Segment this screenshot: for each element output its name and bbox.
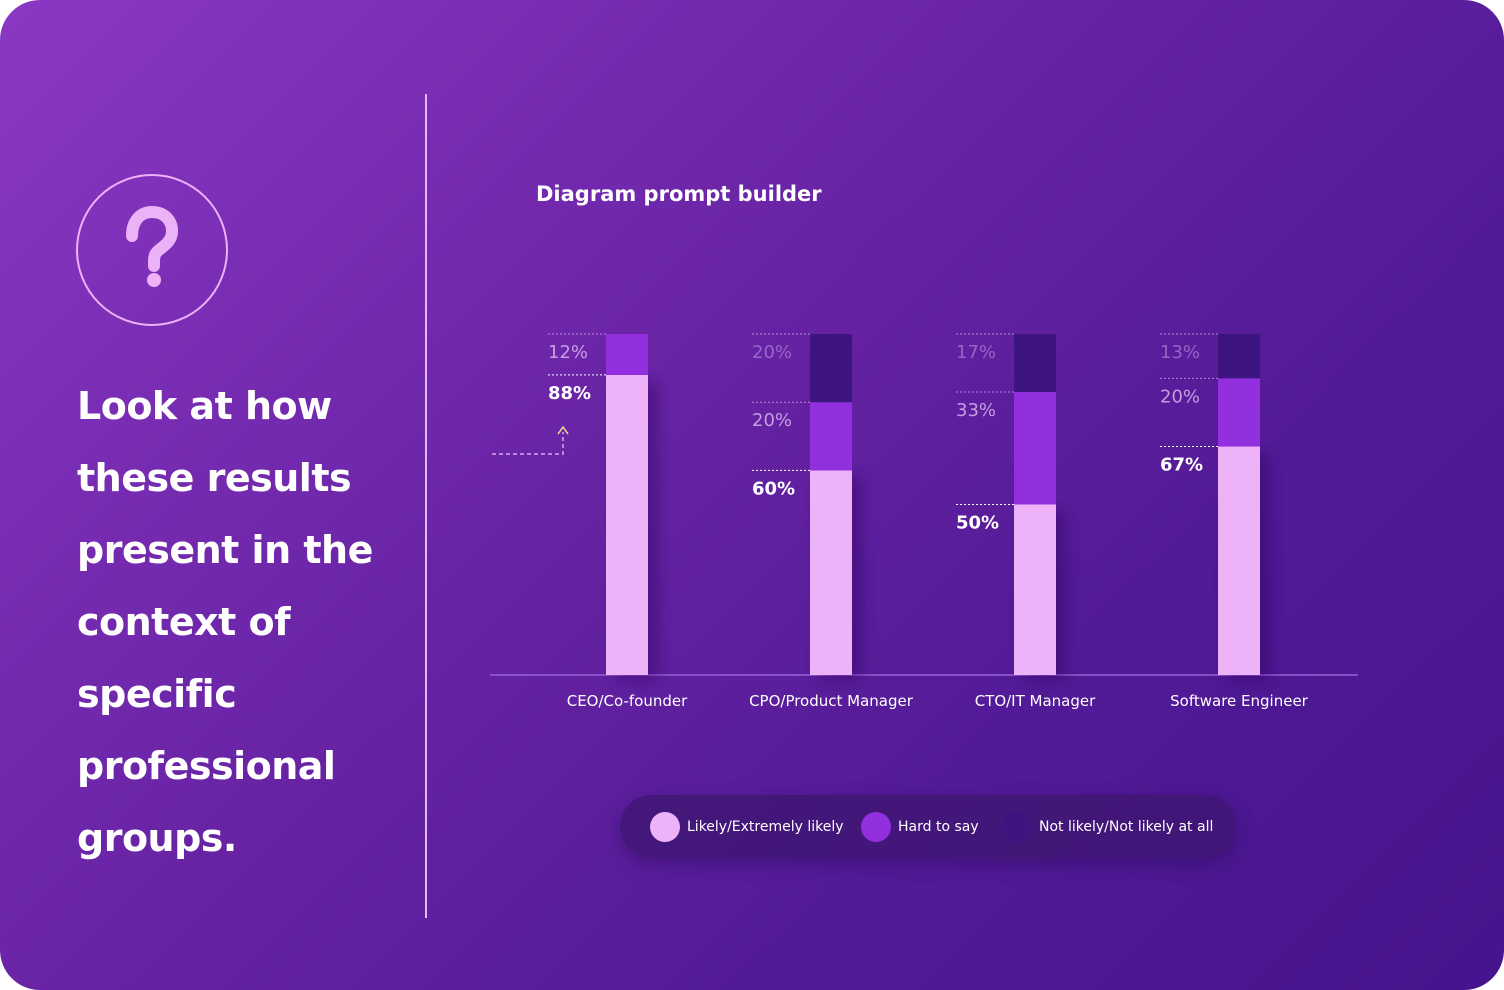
chart-legend: Likely/Extremely likely Hard to say Not … bbox=[620, 795, 1236, 858]
pointer-arrow-line bbox=[492, 432, 564, 455]
legend-swatch-likely bbox=[650, 811, 680, 842]
arrow-head-icon bbox=[557, 425, 569, 435]
bar-segment-not-likely bbox=[810, 334, 852, 403]
bar-segment-not-likely bbox=[1014, 334, 1056, 392]
segment-value-label: 17% bbox=[956, 342, 996, 363]
segment-value-label: 20% bbox=[752, 410, 792, 431]
legend-label-not-likely: Not likely/Not likely at all bbox=[1039, 818, 1214, 835]
legend-item-hard-to-say: Hard to say bbox=[861, 795, 979, 858]
legend-item-not-likely: Not likely/Not likely at all bbox=[1002, 795, 1213, 858]
segment-value-label: 20% bbox=[1160, 386, 1200, 407]
x-tick-label: CPO/Product Manager bbox=[749, 692, 914, 710]
x-tick-label: CTO/IT Manager bbox=[975, 692, 1096, 710]
segment-value-label: 67% bbox=[1160, 455, 1203, 476]
bar-segment-hard-to-say bbox=[810, 402, 852, 471]
vertical-divider bbox=[425, 94, 427, 918]
segment-value-label: 88% bbox=[548, 383, 591, 404]
segment-value-label: 60% bbox=[752, 478, 795, 499]
legend-label-likely: Likely/Extremely likely bbox=[687, 818, 844, 835]
segment-value-label: 12% bbox=[548, 342, 588, 363]
question-mark-icon bbox=[126, 205, 179, 287]
headline-text: Look at how these results present in the… bbox=[77, 384, 373, 860]
segment-value-label: 33% bbox=[956, 400, 996, 421]
legend-swatch-not-likely bbox=[1002, 811, 1032, 842]
bar-segment-likely bbox=[810, 470, 852, 675]
legend-label-hard-to-say: Hard to say bbox=[898, 818, 979, 835]
segment-value-label: 50% bbox=[956, 513, 999, 534]
bar-segment-hard-to-say bbox=[1218, 378, 1260, 447]
bar-segment-hard-to-say bbox=[606, 334, 648, 375]
bar-segment-likely bbox=[606, 374, 648, 675]
bar-segment-not-likely bbox=[1218, 334, 1260, 379]
segment-value-label: 13% bbox=[1160, 342, 1200, 363]
legend-swatch-hard-to-say bbox=[861, 811, 891, 842]
bar-segment-likely bbox=[1218, 446, 1260, 675]
question-badge bbox=[76, 174, 228, 326]
x-tick-label: Software Engineer bbox=[1170, 692, 1309, 710]
segment-value-label: 20% bbox=[752, 342, 792, 363]
legend-item-likely: Likely/Extremely likely bbox=[650, 795, 844, 858]
chart-title: Diagram prompt builder bbox=[536, 182, 822, 206]
bar-segment-likely bbox=[1014, 504, 1056, 675]
bar-segment-hard-to-say bbox=[1014, 391, 1056, 505]
x-tick-label: CEO/Co-founder bbox=[567, 692, 688, 710]
